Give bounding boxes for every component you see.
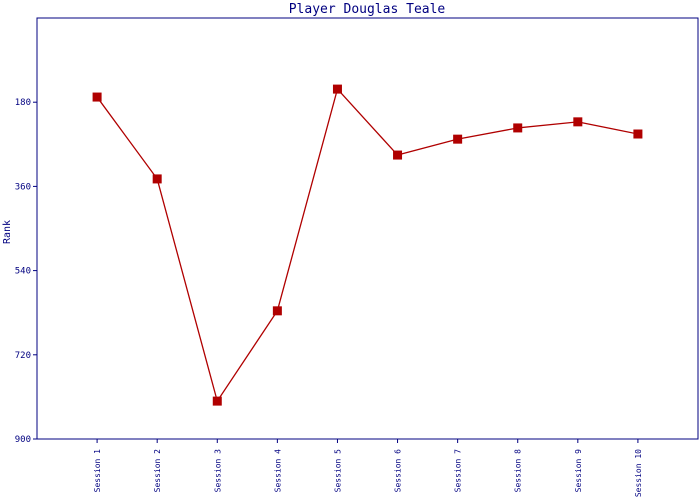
y-tick-label: 900 — [15, 435, 31, 445]
marker — [393, 150, 403, 160]
marker — [633, 129, 643, 139]
marker — [513, 123, 523, 133]
x-tick-label: Session 2 — [153, 449, 162, 493]
x-tick-label: Session 5 — [333, 449, 342, 493]
marker — [332, 84, 342, 94]
x-tick-label: Session 8 — [514, 449, 523, 493]
y-tick-label: 720 — [15, 351, 31, 361]
chart-title: Player Douglas Teale — [289, 2, 446, 17]
x-tick-label: Session 1 — [93, 449, 102, 493]
y-axis-label: Rank — [2, 220, 13, 244]
x-tick-label: Session 3 — [213, 449, 222, 493]
series-line — [96, 87, 639, 403]
x-tick-label: Session 7 — [454, 449, 463, 493]
y-tick-label: 360 — [15, 182, 31, 192]
x-tick-label: Session 9 — [574, 449, 583, 493]
marker — [212, 396, 222, 406]
y-tick-label: 180 — [15, 98, 31, 108]
x-tick-label: Session 6 — [394, 449, 403, 493]
x-tick-label: Session 4 — [273, 449, 282, 493]
y-tick-label: 540 — [15, 267, 31, 277]
marker — [92, 92, 102, 102]
x-tick-label: Session 10 — [634, 449, 643, 497]
marker — [152, 174, 162, 184]
marker — [272, 306, 282, 316]
marker — [453, 134, 463, 144]
marker — [573, 117, 583, 127]
plot-frame — [36, 17, 699, 440]
